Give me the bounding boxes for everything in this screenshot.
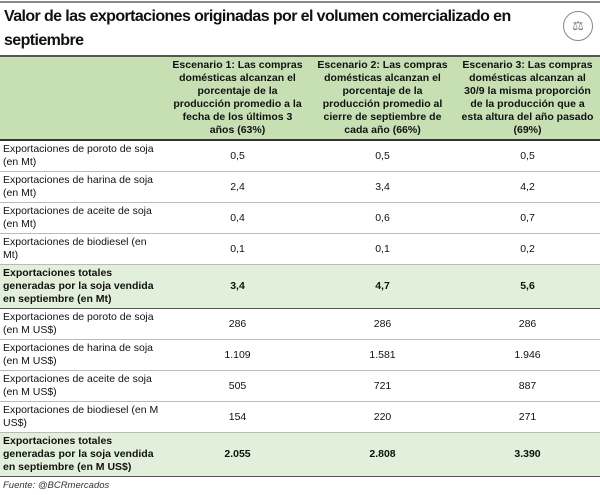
column-header: Escenario 1: Las compras domésticas alca… [165, 55, 310, 141]
cell-value: 0,6 [310, 202, 455, 234]
row-label: Exportaciones de aceite de soja (en Mt) [0, 202, 165, 234]
cell-value: 286 [310, 308, 455, 340]
exports-table: Escenario 1: Las compras domésticas alca… [0, 55, 600, 477]
total-row: Exportaciones totales generadas por la s… [0, 264, 600, 309]
cell-value: 5,6 [455, 264, 600, 309]
table-row: Exportaciones de harina de soja (en Mt) 2… [0, 171, 600, 203]
cell-value: 2,4 [165, 171, 310, 203]
bcr-logo-icon: ⚖ [563, 11, 593, 41]
cell-value: 286 [165, 308, 310, 340]
row-label: Exportaciones de aceite de soja (en M US… [0, 370, 165, 402]
row-label: Exportaciones totales generadas por la s… [0, 432, 165, 477]
column-header [0, 55, 165, 141]
table-row: Exportaciones de poroto de soja (en Mt) 0… [0, 140, 600, 172]
row-label: Exportaciones de biodiesel (en Mt) [0, 233, 165, 265]
row-label: Exportaciones de harina de soja (en M US… [0, 339, 165, 371]
cell-value: 0,2 [455, 233, 600, 265]
cell-value: 0,1 [310, 233, 455, 265]
row-label: Exportaciones de biodiesel (en M US$) [0, 401, 165, 433]
cell-value: 1.581 [310, 339, 455, 371]
page-title: Valor de las exportaciones originadas po… [4, 8, 511, 49]
cell-value: 2.808 [310, 432, 455, 477]
table-row: Exportaciones de aceite de soja (en M US… [0, 370, 600, 402]
cell-value: 220 [310, 401, 455, 433]
table-row: Exportaciones de harina de soja (en M US… [0, 339, 600, 371]
cell-value: 0,5 [165, 140, 310, 172]
cell-value: 271 [455, 401, 600, 433]
row-label: Exportaciones de harina de soja (en Mt) [0, 171, 165, 203]
table-row: Exportaciones de biodiesel (en Mt) 0,1 0,1… [0, 233, 600, 265]
table-row: Exportaciones de biodiesel (en M US$) 154… [0, 401, 600, 433]
cell-value: 0,5 [310, 140, 455, 172]
cell-value: 0,1 [165, 233, 310, 265]
source-note: Fuente: @BCRmercados [3, 480, 110, 491]
cell-value: 505 [165, 370, 310, 402]
cell-value: 4,7 [310, 264, 455, 309]
cell-value: 1.946 [455, 339, 600, 371]
cell-value: 4,2 [455, 171, 600, 203]
cell-value: 3,4 [165, 264, 310, 309]
header-row: Escenario 1: Las compras domésticas alca… [0, 55, 600, 141]
header: Valor de las exportaciones originadas po… [0, 3, 600, 55]
cell-value: 286 [455, 308, 600, 340]
row-label: Exportaciones totales generadas por la s… [0, 264, 165, 309]
total-row: Exportaciones totales generadas por la s… [0, 432, 600, 477]
row-label: Exportaciones de poroto de soja (en M US… [0, 308, 165, 340]
cell-value: 887 [455, 370, 600, 402]
row-label: Exportaciones de poroto de soja (en Mt) [0, 140, 165, 172]
column-header: Escenario 3: Las compras domésticas alca… [455, 55, 600, 141]
table-row: Exportaciones de poroto de soja (en M US… [0, 308, 600, 340]
cell-value: 0,5 [455, 140, 600, 172]
cell-value: 0,7 [455, 202, 600, 234]
cell-value: 2.055 [165, 432, 310, 477]
cell-value: 1.109 [165, 339, 310, 371]
cell-value: 3,4 [310, 171, 455, 203]
column-header: Escenario 2: Las compras domésticas alca… [310, 55, 455, 141]
table-row: Exportaciones de aceite de soja (en Mt) 0… [0, 202, 600, 234]
cell-value: 154 [165, 401, 310, 433]
cell-value: 0,4 [165, 202, 310, 234]
cell-value: 721 [310, 370, 455, 402]
cell-value: 3.390 [455, 432, 600, 477]
top-rule [0, 1, 600, 3]
